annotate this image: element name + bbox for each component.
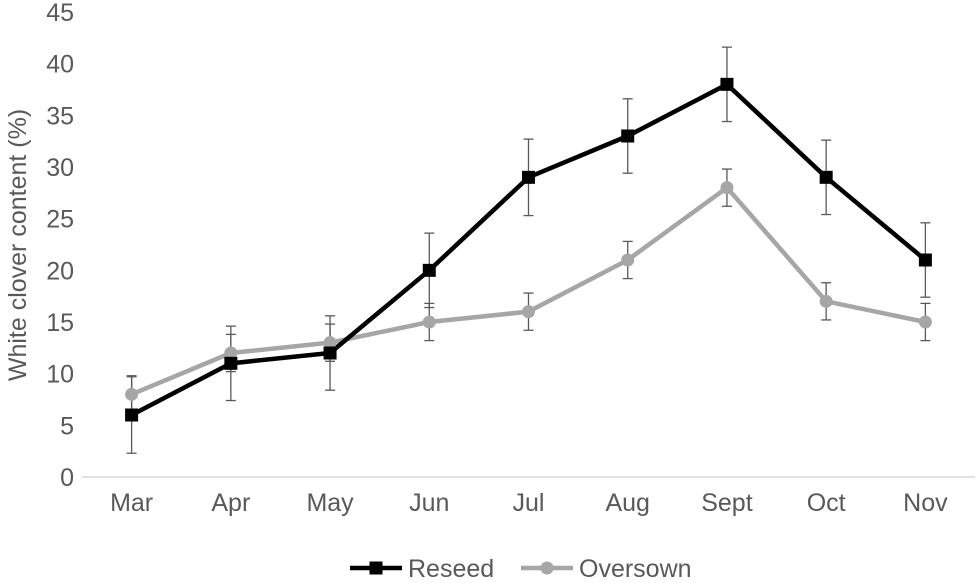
error-bars [126,46,931,454]
x-tick-label: Jun [409,489,449,517]
y-axis-title-group: White clover content (%) [4,109,32,381]
data-point-reseed [125,408,139,422]
y-tick-label: 25 [46,206,74,234]
x-tick-label: May [306,489,354,517]
data-point-reseed [918,253,932,267]
data-point-oversown [224,346,238,360]
y-tick-label: 0 [60,464,74,492]
data-point-reseed [819,170,833,184]
x-tick-label: Nov [903,489,948,517]
data-point-oversown [720,181,734,195]
y-tick-label: 35 [46,102,74,130]
data-point-reseed [422,263,436,277]
data-point-oversown [819,294,833,308]
x-tick-label: Mar [110,489,153,517]
series-line-reseed [130,82,927,417]
y-tick-label: 30 [46,154,74,182]
x-tick-label: Aug [605,489,649,517]
data-point-reseed [621,129,635,143]
data-point-reseed [323,346,337,360]
y-tick-label: 45 [46,0,74,27]
legend: Reseed Oversown [350,555,692,583]
data-point-oversown [522,305,535,319]
legend-swatch-marker [540,561,554,575]
series-lines [130,82,927,417]
data-point-oversown [621,253,635,267]
x-tick-label: Sept [701,489,752,517]
data-point-oversown [323,336,337,350]
data-point-oversown [422,315,436,329]
x-tick-label: Jul [513,489,545,517]
data-point-oversown [918,315,932,329]
x-tick-label: Oct [807,489,846,517]
data-point-oversown [125,387,139,401]
series-markers [125,77,932,422]
data-point-reseed [522,170,535,184]
x-tick-label: Apr [211,489,250,517]
x-axis-ticks: Mar Apr May Jun Jul Aug Sept Oct Nov [110,489,948,517]
data-point-reseed [224,356,238,370]
y-tick-label: 5 [60,412,74,440]
y-axis-ticks: 0 5 10 15 20 25 30 35 40 45 [46,0,74,492]
y-tick-label: 10 [46,361,74,389]
data-point-reseed [720,77,734,91]
legend-item-reseed: Reseed [350,555,494,583]
legend-swatch-marker [369,561,383,575]
y-axis-title: White clover content (%) [4,109,32,381]
y-tick-label: 40 [46,51,74,79]
legend-item-oversown: Oversown [521,555,692,583]
legend-label: Reseed [408,555,494,583]
legend-label: Oversown [579,555,692,583]
y-tick-label: 20 [46,257,74,285]
y-tick-label: 15 [46,309,74,337]
